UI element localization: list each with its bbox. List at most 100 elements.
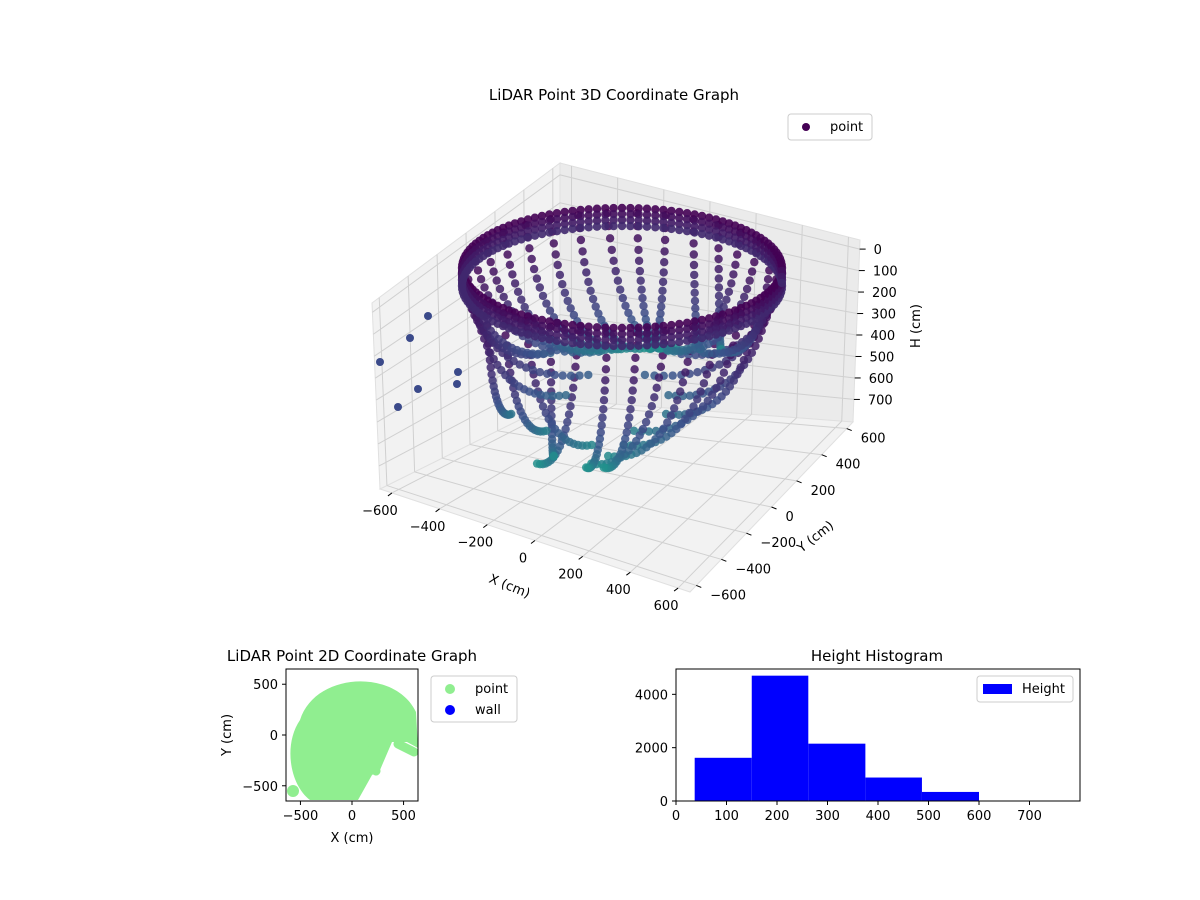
point-3d: [714, 274, 723, 283]
point-3d-rim: [609, 323, 618, 333]
x-tick-label-3d: 400: [606, 583, 631, 598]
point-3d-rim: [560, 331, 569, 341]
point-3d: [739, 355, 749, 365]
grid-line-z: [372, 174, 860, 313]
point-3d: [486, 257, 495, 267]
point-3d: [546, 357, 556, 367]
point-3d-rim: [651, 223, 660, 232]
point-3d-rim: [697, 315, 707, 325]
y-tick-label-3d: −400: [735, 562, 771, 577]
legend-3d: point: [787, 113, 873, 141]
point-3d-rim: [682, 209, 692, 218]
point-3d-rim: [711, 330, 721, 339]
point-3d-rim: [690, 317, 699, 326]
point-3d: [571, 362, 580, 371]
point-3d: [517, 295, 526, 304]
point-3d-rim: [545, 216, 554, 225]
point-3d-rim: [690, 323, 699, 332]
point-3d-rim: [601, 204, 610, 213]
point-3d-rim: [659, 339, 668, 349]
point-3d: [629, 376, 638, 385]
point-3d: [476, 275, 486, 284]
point-3d-rim: [711, 221, 721, 230]
point-3d: [682, 347, 691, 356]
point-3d: [656, 362, 666, 371]
point-3d-rim: [592, 216, 602, 225]
point-3d-rim: [537, 217, 547, 227]
x-tick-label-3d: 200: [558, 567, 583, 582]
point-3d: [473, 266, 483, 275]
point-3d-rim: [601, 210, 610, 219]
point-3d-rim: [777, 272, 786, 282]
point-3d: [630, 365, 639, 374]
x-tick-label-2d: −500: [283, 809, 319, 824]
point-3d: [626, 405, 635, 414]
point-3d: [532, 459, 542, 468]
grid-line-y: [497, 430, 797, 482]
legend-histogram: Height: [976, 675, 1074, 703]
x-tick-label-histogram: 300: [815, 809, 840, 824]
point-3d-rim: [584, 322, 593, 331]
point-3d-rim: [718, 235, 727, 244]
z-tick-label-3d: 0: [874, 243, 882, 258]
point-3d: [703, 396, 712, 405]
point-3d: [584, 370, 593, 380]
point-3d-rim: [682, 215, 692, 224]
point-3d: [624, 308, 633, 318]
point-3d: [729, 270, 738, 279]
point-3d: [510, 279, 520, 288]
point-3d-rim: [718, 328, 727, 337]
point-3d: [705, 360, 714, 370]
point-3d: [691, 310, 700, 320]
point-3d-rim: [568, 218, 577, 228]
point-3d-rim: [576, 217, 585, 227]
point-3d: [545, 306, 555, 315]
point-3d-rim: [697, 333, 707, 343]
point-3d: [550, 370, 559, 380]
point-3d: [489, 267, 498, 276]
point-3d-rim: [552, 324, 562, 333]
point-3d-rim: [530, 225, 540, 234]
point-3d: [690, 270, 699, 280]
point-3d: [663, 418, 672, 427]
point-3d: [633, 234, 642, 243]
point-cloud-2d: [287, 681, 418, 800]
point-3d-rim: [545, 228, 554, 237]
point-3d: [657, 302, 666, 311]
point-3d: [676, 387, 685, 396]
point-3d-rim: [609, 329, 618, 339]
point-3d-rim: [576, 321, 585, 331]
point-3d-rim: [510, 231, 520, 240]
point-3d-rim: [626, 329, 635, 339]
point-3d-rim: [634, 210, 643, 219]
point-3d: [719, 302, 728, 312]
point-3d-rim: [609, 221, 618, 231]
z-tick-label-3d: 700: [868, 393, 893, 408]
point-3d: [522, 363, 531, 372]
y-tick-3d: [796, 480, 802, 484]
point-3d: [587, 440, 596, 450]
y-tick-label-2d: −500: [242, 780, 278, 795]
point-3d-rim: [704, 213, 714, 222]
point-3d: [575, 371, 584, 380]
grid-line-z: [378, 370, 854, 467]
point-3d: [673, 396, 682, 405]
point-3d-rim: [530, 320, 540, 329]
point-3d: [547, 404, 556, 413]
histogram-bar: [808, 743, 866, 801]
point-3d: [627, 396, 636, 405]
point-3d-rim: [592, 210, 602, 219]
point-3d: [507, 409, 516, 419]
point-3d: [658, 277, 668, 287]
histogram-bar: [751, 675, 809, 801]
point-3d-rim: [634, 335, 643, 344]
point-3d: [685, 391, 694, 400]
point-3d-rim: [704, 326, 714, 335]
point-3d-rim: [682, 227, 692, 236]
point-3d: [538, 402, 548, 411]
point-3d-rim: [634, 329, 643, 338]
y-axis-2d: 500 0 −500: [242, 678, 286, 795]
point-3d: [733, 250, 742, 259]
point-3d: [540, 349, 549, 358]
